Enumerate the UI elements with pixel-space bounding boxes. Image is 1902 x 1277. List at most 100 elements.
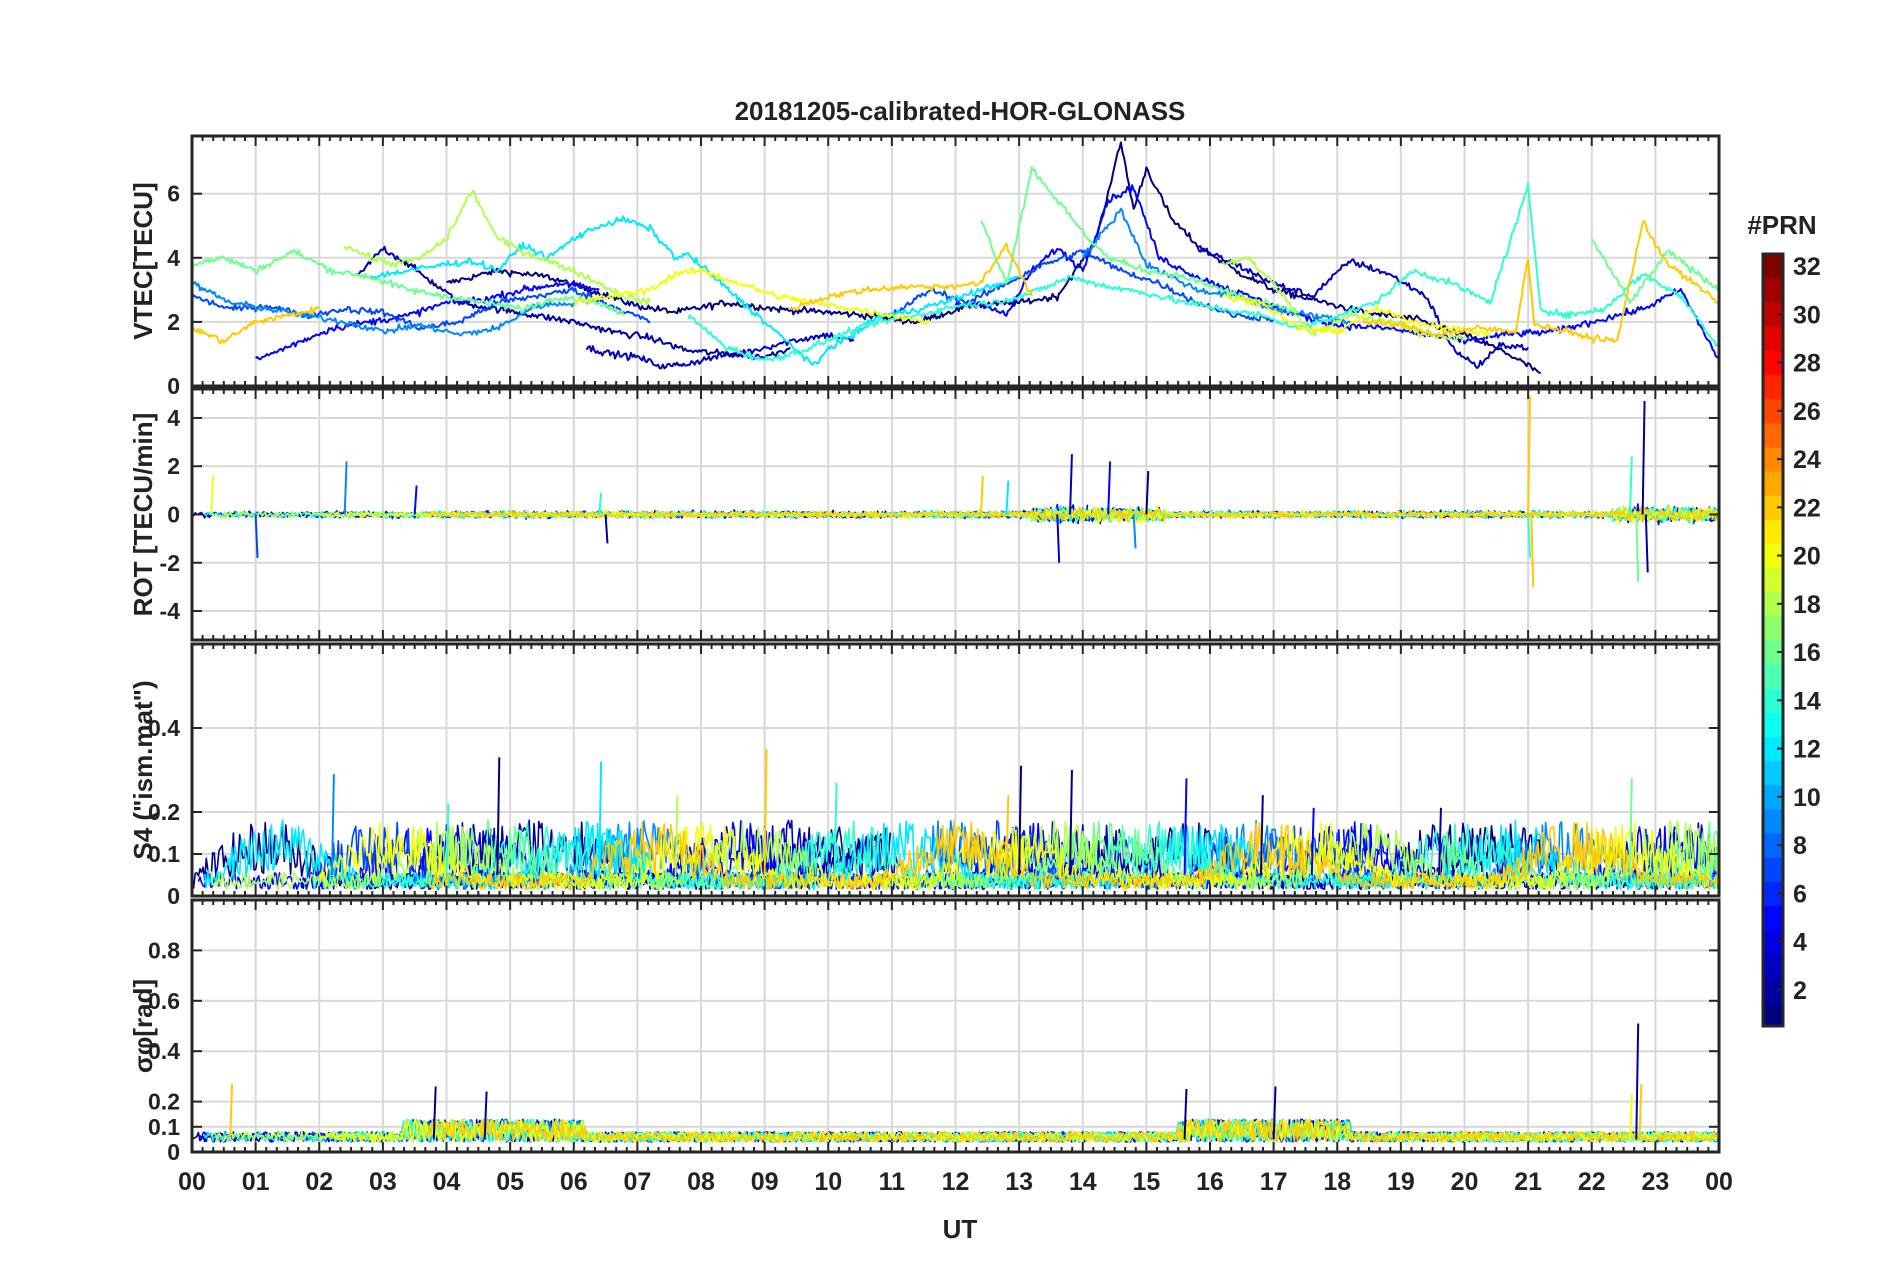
y-tick-label: 2 (167, 453, 180, 479)
spike-prn-20 (210, 475, 214, 515)
colorbar-tick-label: 6 (1793, 880, 1807, 908)
spike-prn-2 (1641, 401, 1646, 515)
series-line-prn-22 (1444, 1131, 1719, 1143)
spike-prn-2 (604, 514, 609, 544)
x-tick-label: 20 (1451, 1168, 1479, 1196)
colorbar-cell (1763, 615, 1783, 641)
spike-prn-22 (979, 475, 984, 515)
spike-prn-9 (330, 774, 335, 876)
spike-prn-3 (1056, 514, 1061, 563)
y-tick-label: 4 (167, 405, 180, 431)
series-line-prn-3 (1196, 245, 1529, 369)
colorbar-cell (1763, 422, 1783, 448)
colorbar-tick-label: 24 (1793, 446, 1821, 474)
colorbar-cell (1763, 326, 1783, 351)
y-tick-label: 4 (167, 245, 180, 271)
colorbar-tick-label: 32 (1793, 253, 1821, 281)
series-line-prn-22 (192, 306, 321, 345)
y-tick-label: 6 (167, 181, 180, 207)
y-tick-label: 0 (167, 502, 180, 528)
series-line-prn-20 (318, 509, 764, 520)
colorbar-cell (1763, 857, 1783, 882)
panel-1: 0 2 4 6 VTEC[TECU] (128, 134, 1721, 399)
spike-prn-1 (1272, 1086, 1277, 1140)
series-line-prn-22 (789, 242, 1033, 311)
x-tick-label: 12 (942, 1168, 970, 1196)
series-line-prn-9 (192, 281, 575, 337)
panel-2: -4 -2 0 2 4 ROT [TECU/min] (128, 387, 1721, 642)
spike-prn-1 (1259, 795, 1264, 876)
colorbar-tick-label: 16 (1793, 639, 1821, 667)
y-axis-label: σφ[rad] (128, 979, 158, 1073)
series-line-prn-22 (1361, 219, 1719, 344)
x-ticks (191, 389, 1720, 640)
y-tick-label: -2 (160, 550, 180, 576)
spike-prn-7 (254, 514, 259, 558)
series-line-prn-18 (210, 820, 592, 890)
spike-prn-1 (1018, 765, 1023, 876)
series-line-prn-22 (1444, 821, 1719, 891)
series-line-prn-22 (935, 819, 1446, 890)
series-line-prn-18 (343, 189, 652, 306)
colorbar-tick-label: 22 (1793, 494, 1821, 522)
series-line-prn-22 (426, 821, 935, 891)
spike-prn-1 (1145, 471, 1150, 515)
x-tick-label: 17 (1260, 1168, 1288, 1196)
x-tick-label: 00 (178, 1168, 206, 1196)
x-tick-label: 15 (1132, 1168, 1160, 1196)
colorbar-cell (1763, 953, 1783, 979)
colorbar-cell (1763, 760, 1783, 786)
x-tick-label: 21 (1514, 1168, 1542, 1196)
x-tick-label: 02 (305, 1168, 333, 1196)
colorbar-cell (1763, 808, 1783, 834)
x-tick-label: 07 (623, 1168, 651, 1196)
spike-prn-2 (1438, 807, 1442, 876)
spike-prn-14 (598, 492, 603, 515)
series-line-prn-14 (757, 820, 1267, 890)
colorbar-cell (1763, 1001, 1783, 1027)
x-axis-label: UT (943, 1214, 978, 1244)
x-tick-label: 06 (560, 1168, 588, 1196)
x-tick-label: 05 (496, 1168, 524, 1196)
y-tick-label: 0 (167, 883, 180, 909)
colorbar-cell (1763, 712, 1783, 737)
colorbar-tick-label: 26 (1793, 398, 1821, 426)
colorbar-tick-label: 4 (1793, 929, 1807, 957)
colorbar-cell (1763, 350, 1783, 376)
colorbar-cell (1763, 881, 1783, 906)
x-tick-label: 03 (369, 1168, 397, 1196)
colorbar-tick-label: 2 (1793, 977, 1807, 1005)
y-tick-label: 0.1 (148, 1114, 180, 1140)
series-line-prn-9 (1081, 207, 1351, 325)
y-tick-label: 2 (167, 309, 180, 335)
colorbar-tick-label: 20 (1793, 543, 1821, 571)
spike-prn-12 (1005, 480, 1010, 515)
spike-prn-2 (1644, 514, 1649, 573)
colorbar-tick-label: 10 (1793, 784, 1821, 812)
spike-prn-16 (1635, 514, 1640, 583)
colorbar-cell (1763, 519, 1783, 544)
x-tick-label: 01 (242, 1168, 270, 1196)
colorbar-tick-label: 12 (1793, 736, 1821, 764)
spike-prn-22 (1530, 514, 1535, 587)
colorbar-cell (1763, 736, 1783, 762)
y-axis-label: VTEC[TECU] (128, 182, 158, 339)
series-line-prn-5 (255, 281, 600, 361)
colorbar-cell (1763, 254, 1783, 279)
y-tick-label: 0 (167, 373, 180, 399)
colorbar-cell (1763, 784, 1783, 810)
chart-title: 20181205-calibrated-HOR-GLONASS (735, 96, 1186, 126)
series-line-prn-5 (954, 184, 1719, 361)
y-tick-label: 0.8 (148, 937, 180, 963)
colorbar-tick-label: 8 (1793, 832, 1807, 860)
series-line-prn-12 (369, 215, 1020, 366)
spike-prn-20 (1628, 1093, 1633, 1140)
panel-4: 00.10.2 0.4 0.6 0.8 σφ[rad] 00 01 02 03 04 05 06 07 0… (128, 898, 1733, 1196)
colorbar-cell (1763, 495, 1783, 520)
x-tick-label: 00 (1705, 1168, 1733, 1196)
